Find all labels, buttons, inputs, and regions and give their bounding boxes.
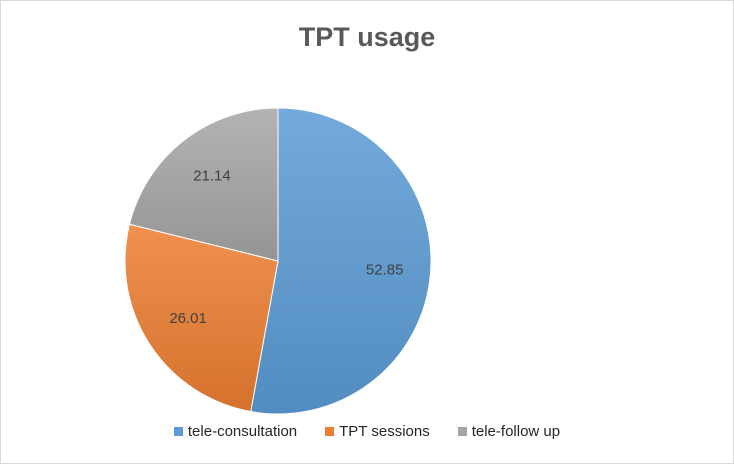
legend-item-tele-follow-up: tele-follow up [457,423,561,440]
legend-item-tpt-sessions: TPT sessions [325,423,430,440]
data-label-tpt-sessions: 26.01 [169,310,207,327]
legend: tele-consultation TPT sessions tele-follow… [0,423,734,440]
legend-swatch [173,427,183,436]
legend-swatch [457,427,467,436]
legend-item-tele-consultation: tele-consultation [173,423,298,440]
legend-label: TPT sessions [339,423,430,440]
legend-label: tele-follow up [471,423,561,440]
chart-title: TPT usage [298,22,436,52]
legend-swatch [325,427,335,436]
legend-label: tele-consultation [187,423,298,440]
pie-slice-tele-consultation [250,107,432,415]
pie-slice-tpt-sessions [124,223,279,413]
data-label-tele-consultation: 52.85 [366,262,404,279]
pie-slice-tele-follow-up [128,107,279,262]
data-label-tele-follow-up: 21.14 [193,168,231,185]
